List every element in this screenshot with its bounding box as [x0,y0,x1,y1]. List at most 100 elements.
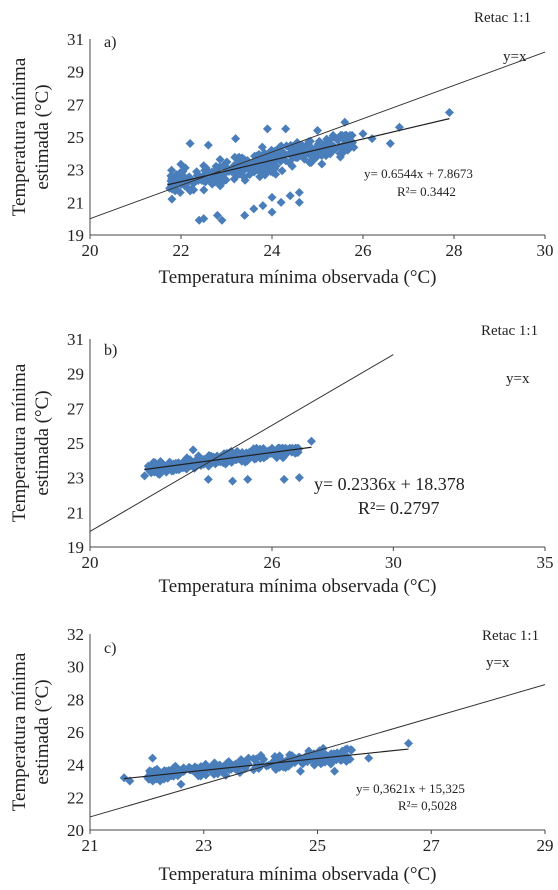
data-point [228,476,238,486]
x-tick-label: 26 [355,241,372,260]
data-point [203,140,213,150]
data-point [258,201,268,211]
y-axis-title-line: Temperatura mínima [9,57,30,216]
data-point [309,760,319,770]
data-point [294,197,304,207]
data-point [215,155,225,165]
x-tick-label: 26 [264,553,281,572]
data-point [289,445,299,455]
data-point [167,165,177,175]
data-point [210,175,220,185]
data-point [199,161,209,171]
data-point [313,125,322,135]
y-tick-label: 27 [67,399,85,418]
data-point [345,130,355,140]
y-axis-title-line: estimada (°C) [32,679,53,784]
data-point [345,142,355,152]
data-point [322,134,332,144]
data-point [318,743,328,753]
data-point [183,454,193,464]
data-point [385,139,395,149]
data-point [267,443,277,453]
x-tick-label: 24 [264,241,282,260]
regression-equation: y= 0,3621x + 15,325 [356,781,465,796]
x-axis-title: Temperatura mínima observada (°C) [159,864,437,885]
data-point [185,186,195,196]
data-point [217,215,227,225]
data-point [347,745,357,755]
x-tick-label: 20 [82,241,99,260]
data-point [294,473,304,483]
data-point [272,754,282,764]
y-tick-label: 24 [67,756,85,775]
y-tick-label: 30 [67,658,84,677]
identity-title: Retac 1:1 [482,628,539,644]
data-point [161,467,171,477]
x-tick-label: 27 [423,836,441,855]
identity-line-label: y=x [506,371,530,387]
regression-equation: y= 0.6544x + 7.8673 [364,166,473,181]
regression-equation: y= 0.2336x + 18.378 [314,474,465,494]
data-point [330,766,340,776]
regression-line [144,446,312,471]
data-point [167,194,177,204]
data-point [316,759,326,769]
x-axis-title: Temperatura mínima observada (°C) [159,267,437,288]
data-point [171,170,181,180]
data-point [210,758,220,768]
identity-line-label: y=x [486,655,510,671]
data-point [142,772,152,782]
data-point [296,756,306,766]
y-tick-label: 29 [67,365,84,384]
data-point [240,210,250,220]
data-point [248,754,258,764]
data-point [276,197,286,207]
data-point [270,164,280,174]
data-point [199,214,209,224]
y-tick-label: 29 [67,63,84,82]
data-point [249,204,259,214]
y-tick-label: 21 [67,503,84,522]
y-tick-label: 31 [67,30,84,49]
x-tick-label: 22 [173,241,190,260]
data-point [231,134,241,144]
data-point [281,124,291,134]
data-point [262,124,272,134]
x-tick-label: 29 [537,836,554,855]
panel-label: a) [104,34,116,51]
y-axis-title: Temperatura mínima estimada (°C) [9,652,53,811]
data-point [140,471,150,481]
y-axis-title-line: estimada (°C) [32,84,53,189]
data-point [232,761,242,771]
panel-label: b) [104,342,117,359]
data-point [240,175,250,185]
x-tick-label: 30 [385,553,402,572]
x-tick-label: 28 [446,241,463,260]
chart-panel-1: 20 22 24 26 28 30 19 21 23 25 27 29 31 Temperatura mí… [9,10,554,288]
identity-line-label: y=x [503,49,527,65]
data-point [340,745,350,755]
data-point [148,753,158,763]
y-tick-label: 20 [67,821,84,840]
y-tick-label: 22 [67,788,84,807]
data-point [285,191,295,201]
data-point [192,454,202,464]
data-point [267,207,277,217]
data-point [245,170,255,180]
identity-line [89,51,546,220]
regression-line [167,118,450,186]
data-point [281,156,291,166]
y-tick-label: 23 [67,469,84,488]
data-point [364,753,374,763]
data-point [255,444,265,454]
identity-line [89,354,394,532]
data-point [260,170,270,180]
y-tick-label: 27 [67,95,85,114]
y-axis-title: Temperatura mínima estimada (°C) [9,363,53,522]
data-point [224,759,234,769]
data-point [161,461,171,471]
y-axis-title-line: estimada (°C) [32,390,53,495]
identity-title: Retac 1:1 [481,323,538,339]
data-point [245,450,255,460]
